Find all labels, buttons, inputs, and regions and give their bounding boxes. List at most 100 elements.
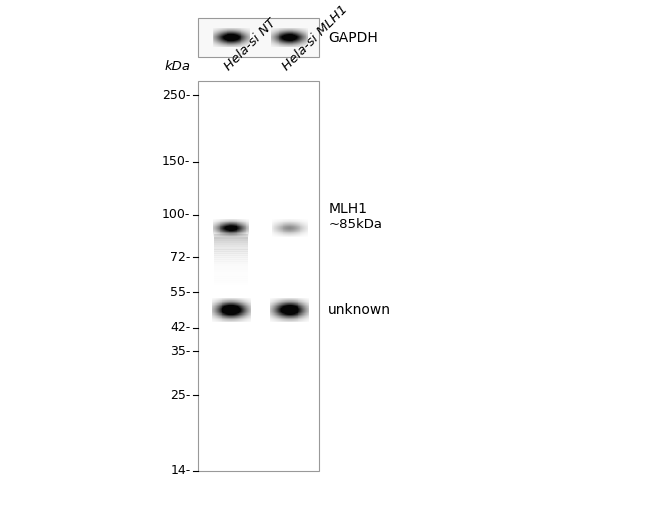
Bar	[235, 309, 236, 310]
Bar	[236, 308, 237, 309]
Bar	[243, 306, 244, 307]
Bar	[214, 308, 216, 309]
Bar	[242, 309, 243, 310]
Bar	[291, 321, 292, 322]
Bar	[276, 302, 277, 303]
Bar	[281, 300, 282, 301]
Bar	[294, 318, 296, 319]
Bar	[304, 307, 306, 308]
Bar	[298, 314, 300, 315]
Bar	[286, 305, 287, 306]
Bar	[234, 306, 235, 307]
Bar	[230, 301, 231, 302]
Bar	[245, 313, 246, 314]
Bar	[250, 305, 251, 306]
Bar	[272, 304, 273, 305]
Bar	[214, 270, 248, 275]
Bar	[230, 314, 231, 315]
Bar	[277, 303, 278, 304]
Bar	[234, 311, 235, 313]
Bar	[306, 309, 307, 310]
Bar	[238, 314, 239, 315]
Bar	[249, 314, 250, 315]
Bar	[214, 316, 216, 317]
Bar	[230, 321, 231, 322]
Bar	[287, 310, 288, 311]
Bar	[276, 307, 277, 308]
Bar	[273, 305, 274, 306]
Bar	[235, 320, 236, 321]
Bar	[242, 316, 243, 317]
Bar	[236, 300, 237, 301]
Bar	[290, 303, 291, 304]
Bar	[277, 301, 278, 302]
Bar	[271, 313, 272, 314]
Bar	[228, 310, 229, 311]
Bar	[306, 320, 307, 321]
Bar	[278, 320, 279, 321]
Bar	[282, 320, 283, 321]
Bar	[272, 310, 273, 311]
Bar	[249, 308, 250, 309]
Bar	[278, 314, 279, 315]
Bar	[226, 310, 228, 311]
Bar	[286, 303, 287, 304]
Bar	[222, 316, 224, 317]
Bar	[249, 305, 250, 306]
Bar	[288, 314, 289, 315]
Bar	[240, 305, 241, 306]
Bar	[228, 315, 229, 316]
Bar	[214, 310, 216, 311]
Text: 55-: 55-	[170, 286, 190, 299]
Bar	[306, 306, 307, 307]
Bar	[244, 303, 245, 304]
Bar	[213, 317, 214, 318]
Bar	[278, 298, 279, 299]
Bar	[276, 318, 277, 319]
Bar	[226, 317, 228, 318]
Bar	[235, 318, 236, 319]
Bar	[271, 302, 272, 303]
Bar	[250, 308, 251, 309]
Bar	[247, 299, 248, 300]
Bar	[298, 308, 300, 309]
Bar	[307, 311, 308, 313]
Bar	[245, 299, 246, 300]
Bar	[241, 313, 242, 314]
Bar	[306, 307, 307, 308]
Bar	[283, 301, 284, 302]
Bar	[278, 308, 279, 309]
Bar	[304, 306, 306, 307]
Bar	[212, 318, 213, 319]
Bar	[236, 307, 237, 308]
Bar	[214, 316, 215, 317]
Bar	[220, 317, 222, 318]
Bar	[276, 310, 277, 311]
Bar	[246, 311, 247, 313]
Bar	[306, 298, 307, 299]
Bar	[300, 311, 302, 313]
Bar	[281, 313, 282, 314]
Bar	[236, 310, 237, 311]
Bar	[237, 321, 238, 322]
Bar	[239, 300, 240, 301]
Bar	[247, 302, 248, 303]
Bar	[302, 300, 304, 301]
Bar	[270, 308, 271, 309]
Bar	[245, 308, 246, 309]
Bar	[248, 303, 249, 304]
Bar	[298, 307, 300, 308]
Bar	[307, 303, 308, 304]
Bar	[296, 306, 298, 307]
Bar	[231, 316, 232, 317]
Bar	[308, 314, 309, 315]
Bar	[244, 308, 245, 309]
Bar	[279, 300, 280, 301]
Bar	[216, 320, 218, 321]
Bar	[247, 316, 248, 317]
Bar	[227, 300, 228, 301]
Bar	[282, 314, 283, 315]
Bar	[271, 307, 272, 308]
Bar	[238, 311, 239, 313]
Bar	[273, 310, 274, 311]
